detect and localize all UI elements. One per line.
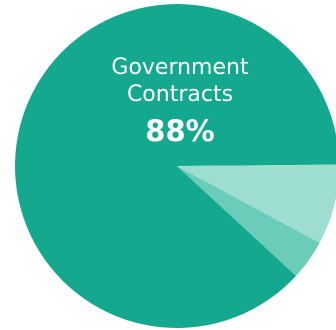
slice-label-name-line2: Contracts xyxy=(127,82,233,107)
pie-slice-0 xyxy=(15,3,336,328)
labels-layer: Government Contracts 88% xyxy=(111,55,249,148)
slice-label-value: 88% xyxy=(145,114,214,148)
pie-slice-1 xyxy=(177,166,320,276)
pie-slice-2 xyxy=(177,164,336,243)
slice-label-name-line1: Government xyxy=(111,55,249,80)
slices-layer xyxy=(15,3,336,328)
